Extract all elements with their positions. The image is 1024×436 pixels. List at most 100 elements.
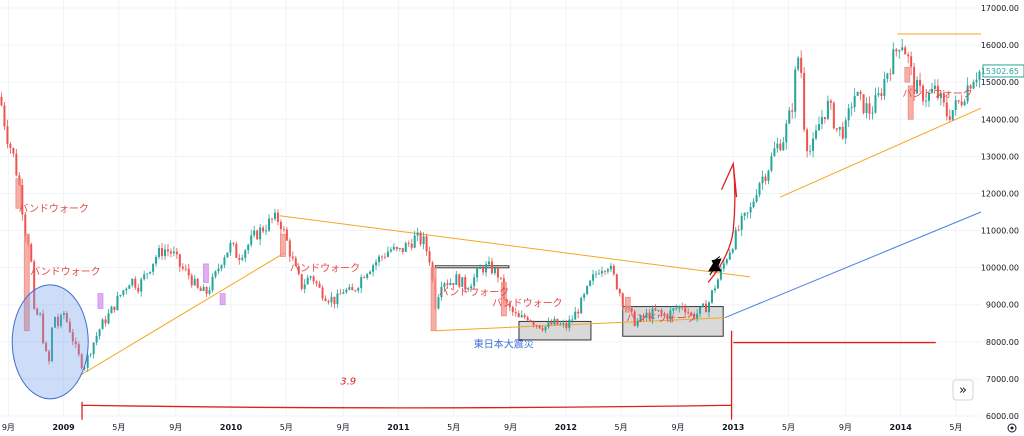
candle-body bbox=[250, 235, 253, 245]
candle-body bbox=[12, 147, 15, 154]
candle-body bbox=[809, 150, 812, 152]
candle-body bbox=[36, 308, 39, 315]
candle-body bbox=[615, 274, 618, 290]
candle-body bbox=[184, 268, 187, 270]
candle-body bbox=[904, 47, 907, 55]
candle-body bbox=[86, 354, 89, 368]
candle-body bbox=[3, 105, 6, 127]
y-tick-label: 14000.00 bbox=[981, 115, 1019, 124]
candle-body bbox=[574, 311, 577, 320]
chart-annotation: バンドウォーク bbox=[626, 312, 697, 324]
candle-body bbox=[152, 263, 155, 272]
candle-body bbox=[782, 142, 785, 151]
candle-body bbox=[395, 246, 398, 250]
candle-body bbox=[526, 317, 529, 321]
band-walk-marker bbox=[219, 293, 226, 306]
candle-body bbox=[722, 263, 725, 269]
candle-body bbox=[586, 285, 589, 295]
candle-body bbox=[146, 273, 149, 275]
candle-body bbox=[806, 129, 809, 152]
candle-body bbox=[77, 344, 80, 355]
candle-body bbox=[309, 276, 312, 278]
candle-body bbox=[383, 256, 386, 258]
candle-body bbox=[42, 313, 45, 344]
candle-body bbox=[401, 248, 404, 252]
candle-body bbox=[791, 110, 794, 112]
candle-body bbox=[707, 302, 710, 313]
candle-body bbox=[606, 269, 609, 272]
candle-body bbox=[279, 221, 282, 230]
candle-body bbox=[169, 251, 172, 254]
candle-body bbox=[693, 314, 696, 319]
candle-body bbox=[755, 194, 758, 202]
y-tick-label: 16000.00 bbox=[981, 41, 1019, 50]
band-walk-marker bbox=[280, 233, 286, 257]
x-tick-label: 9月 bbox=[671, 423, 684, 432]
candle-body bbox=[544, 326, 547, 331]
candle-body bbox=[520, 315, 523, 318]
trendline bbox=[279, 215, 751, 278]
candle-body bbox=[960, 101, 963, 106]
candle-body bbox=[372, 265, 375, 272]
candle-body bbox=[517, 313, 520, 318]
candle-body bbox=[853, 95, 856, 108]
candle-body bbox=[817, 124, 820, 131]
scroll-to-latest-button[interactable]: » bbox=[952, 379, 974, 401]
candle-body bbox=[110, 306, 113, 314]
candle-body bbox=[137, 287, 140, 292]
candle-body bbox=[232, 242, 235, 244]
candle-body bbox=[119, 294, 122, 296]
candle-body bbox=[443, 283, 446, 287]
y-axis: 6000.00 7000.00 8000.00 9000.00 10000.00 1100… bbox=[981, 4, 1019, 421]
candle-body bbox=[369, 271, 372, 275]
candle-body bbox=[300, 274, 303, 289]
candle-body bbox=[470, 286, 473, 289]
candle-body bbox=[933, 85, 936, 89]
candle-body bbox=[199, 287, 202, 291]
candle-body bbox=[927, 92, 930, 101]
candle-body bbox=[654, 308, 657, 311]
candle-body bbox=[675, 308, 678, 310]
candle-body bbox=[699, 306, 702, 314]
candle-body bbox=[6, 126, 9, 144]
candle-body bbox=[288, 240, 291, 257]
candle-body bbox=[65, 313, 68, 322]
band-walk-marker bbox=[624, 296, 631, 313]
candle-body bbox=[306, 277, 309, 285]
candle-body bbox=[51, 327, 54, 362]
candle-body bbox=[919, 80, 922, 86]
candle-body bbox=[493, 267, 496, 274]
candle-body bbox=[595, 273, 598, 275]
candle-body bbox=[954, 100, 957, 111]
band-walk-marker bbox=[15, 178, 22, 209]
band-walk-marker bbox=[904, 66, 911, 83]
candle-body bbox=[651, 308, 654, 320]
candle-body bbox=[229, 242, 232, 253]
candle-body bbox=[731, 249, 734, 253]
candle-body bbox=[125, 288, 128, 291]
candle-body bbox=[446, 283, 449, 286]
candle-body bbox=[398, 248, 401, 250]
candle-body bbox=[482, 268, 485, 273]
candle-body bbox=[134, 278, 137, 288]
candle-body bbox=[193, 278, 196, 286]
candle-body bbox=[633, 311, 636, 326]
current-price-badge: 15302.65 bbox=[981, 64, 1024, 78]
candle-body bbox=[583, 294, 586, 298]
candle-body bbox=[83, 367, 86, 369]
freehand-drawings bbox=[11, 161, 936, 420]
candle-body bbox=[211, 276, 214, 291]
candle-body bbox=[550, 322, 553, 325]
candle-body bbox=[256, 230, 259, 240]
candle-body bbox=[488, 261, 491, 265]
candle-body bbox=[380, 256, 383, 258]
candle-body bbox=[45, 343, 48, 352]
candle-body bbox=[366, 274, 369, 278]
candle-body bbox=[282, 229, 285, 230]
candle-body bbox=[205, 287, 208, 294]
gear-icon[interactable] bbox=[1007, 423, 1017, 433]
x-tick-label: 9月 bbox=[504, 423, 517, 432]
candle-body bbox=[820, 117, 823, 125]
candle-body bbox=[895, 49, 898, 52]
